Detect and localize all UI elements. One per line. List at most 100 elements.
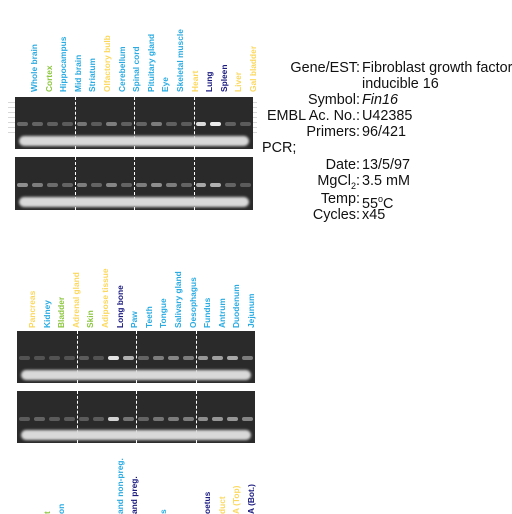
gel-band	[182, 417, 194, 421]
panel1-label-9: Pituitary gland	[145, 33, 156, 92]
gel-band	[167, 356, 179, 360]
symbol-key: Symbol:	[308, 92, 360, 108]
lane-divider	[196, 331, 197, 383]
ladder-band	[250, 122, 257, 123]
lane-divider	[77, 331, 78, 383]
panel2-label-11: Salivary gland	[173, 271, 183, 328]
ladder-band	[8, 127, 15, 128]
gel-band	[121, 183, 132, 187]
gel-band	[93, 417, 105, 421]
gel-band	[31, 183, 43, 187]
lane-divider	[134, 157, 135, 210]
gel-band	[197, 356, 209, 360]
gel-band	[33, 417, 45, 421]
ladder-right-1	[250, 98, 257, 150]
gel-band	[152, 356, 164, 360]
lane-divider	[75, 157, 76, 210]
gel-band	[240, 183, 251, 187]
gel-band	[19, 417, 30, 421]
panel1-label-5: Striatum	[87, 58, 98, 92]
gel-band	[61, 183, 73, 187]
cycles-value: x45	[362, 207, 386, 223]
panel1-label-7: Cerebellum	[116, 46, 127, 92]
gel-band	[180, 122, 192, 126]
gel-band	[108, 417, 120, 421]
gel-band	[165, 183, 177, 187]
panel1-label-6: Olfactory bulb	[102, 35, 112, 92]
gel-band	[17, 183, 28, 187]
gel-band	[76, 122, 88, 126]
panel3-label-13: oetus	[202, 491, 213, 514]
pcr-key: PCR;	[262, 140, 297, 156]
gel-band	[78, 356, 90, 360]
gel-band	[165, 122, 177, 126]
panel3-label-3: on	[56, 503, 67, 514]
panel2-label-8: Paw	[129, 311, 140, 328]
gel-band	[225, 183, 237, 187]
ladder-band	[250, 127, 257, 128]
panel3-label-8: and preg.	[129, 476, 140, 514]
panel2-label-6: Adipose tissue	[100, 268, 110, 328]
gel-band	[167, 417, 179, 421]
gel-band	[17, 122, 28, 126]
panel2-label-13: Fundus	[202, 297, 213, 328]
panel2-label-16: Jejunum	[246, 293, 256, 328]
gel-band	[78, 417, 90, 421]
panel1-label-8: Spinal cord	[131, 46, 142, 92]
gel-band	[63, 356, 75, 360]
panel1-label-13: Lung	[204, 71, 215, 92]
gel-band	[123, 356, 134, 360]
primers-value: 96/421	[362, 124, 407, 140]
gel-band	[138, 417, 149, 421]
lane-divider	[77, 391, 78, 443]
panel3-label-14: duct	[216, 496, 227, 514]
gel-band	[195, 183, 207, 187]
ladder-band	[8, 117, 15, 118]
mgcl2-value: 3.5 mM	[362, 173, 410, 189]
panel2-label-14: Antrum	[216, 298, 227, 328]
lane-divider	[134, 97, 135, 149]
gel-band	[93, 356, 105, 360]
gel-band	[19, 356, 30, 360]
ladder-band	[250, 102, 257, 103]
panel2-label-15: Duodenum	[231, 284, 242, 328]
panel1-label-14: Spleen	[218, 64, 229, 92]
gel-band	[106, 183, 118, 187]
lane-divider	[194, 157, 195, 210]
gel-band	[61, 122, 73, 126]
panel2-label-10: Tongue	[158, 298, 169, 328]
gel-band	[180, 183, 192, 187]
gel-band	[121, 122, 132, 126]
primers-key: Primers:	[306, 124, 360, 140]
gel-panel1-bottom	[15, 157, 253, 210]
lane-divider	[136, 331, 137, 383]
ladder-band	[250, 117, 257, 118]
gel-band	[123, 417, 134, 421]
ladder-band	[8, 132, 15, 133]
gel-band	[91, 122, 103, 126]
primer-dimer-front	[21, 430, 251, 440]
gel-band	[150, 183, 162, 187]
temp-key: Temp:	[320, 191, 360, 207]
primer-dimer-front	[19, 136, 249, 146]
gel-band	[46, 122, 58, 126]
gel-band	[152, 417, 164, 421]
lane-divider	[75, 97, 76, 149]
panel3-label-7: and non-preg.	[114, 458, 125, 514]
gel-band	[242, 356, 253, 360]
symbol-value: Fin16	[362, 92, 398, 108]
panel2-label-4: Adrenal gland	[70, 272, 81, 328]
ladder-band	[8, 107, 15, 108]
ladder-band	[250, 112, 257, 113]
temp-value: 55oC	[362, 194, 394, 212]
ladder-band	[250, 107, 257, 108]
lane-divider	[194, 97, 195, 149]
gel-band	[31, 122, 43, 126]
gene-value: Fibroblast growth factor	[362, 60, 512, 76]
panel1-label-12: Heart	[189, 70, 200, 92]
gel-band	[136, 122, 147, 126]
gel-band	[33, 356, 45, 360]
panel2-label-2: Kidney	[41, 300, 52, 328]
gene-key: Gene/EST:	[290, 60, 360, 76]
panel2-label-12: Oesophagus	[187, 277, 198, 328]
